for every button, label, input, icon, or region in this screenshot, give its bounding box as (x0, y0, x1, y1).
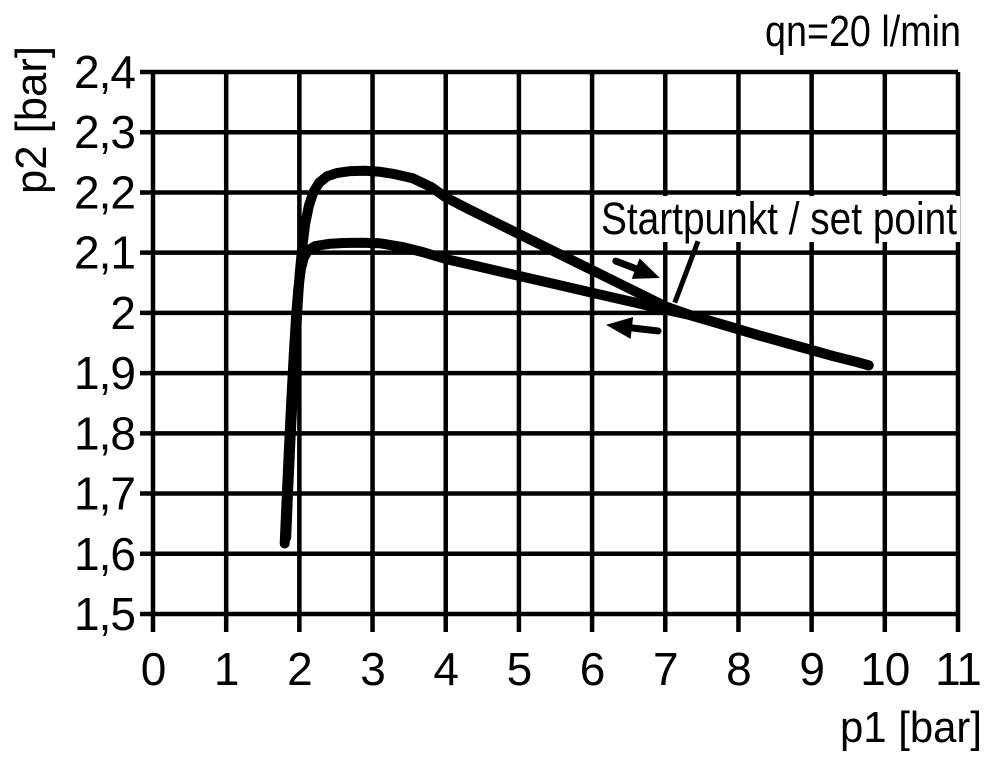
x-tick-label: 10 (860, 643, 909, 695)
return-direction-arrow-head (606, 317, 634, 339)
annotation-label: Startpunkt / set point (601, 193, 957, 244)
y-tick-label: 2,2 (74, 166, 135, 218)
x-tick-label: 1 (214, 643, 239, 695)
x-tick-label: 0 (141, 643, 166, 695)
y-tick-label: 1,6 (74, 528, 135, 580)
x-tick-label: 2 (287, 643, 312, 695)
y-axis-label: p2 [bar] (7, 46, 56, 194)
annotation-backdrop (596, 196, 960, 242)
y-tick-label: 2,3 (74, 106, 135, 158)
x-tick-label: 8 (726, 643, 751, 695)
y-tick-label: 2,1 (74, 227, 135, 279)
x-tick-label: 7 (653, 643, 678, 695)
grid-layer (140, 69, 961, 632)
x-tick-label: 6 (580, 643, 605, 695)
x-tick-label: 9 (799, 643, 824, 695)
curve-return-stroke (279, 237, 874, 549)
forward-direction-arrow-head (631, 258, 660, 279)
chart-title: qn=20 l/min (765, 7, 961, 56)
direction-arrows (606, 257, 662, 339)
axis-titles: qn=20 l/min p1 [bar] p2 [bar] (7, 7, 982, 752)
y-tick-label: 2,4 (74, 46, 135, 98)
annotation-layer: Startpunkt / set point (596, 193, 960, 339)
annotation-leader-line (672, 240, 701, 304)
x-tick-label: 11 (935, 643, 981, 695)
y-tick-label: 1,8 (74, 407, 135, 459)
y-tick-label: 2 (110, 287, 135, 339)
y-tick-label: 1,5 (74, 588, 135, 640)
tick-label-layer: 0 1 2 3 4 5 6 7 8 9 10 112,42,32,22,121,91,81,71,61… (74, 46, 982, 695)
x-tick-label: 5 (507, 643, 532, 695)
series-layer (279, 165, 874, 549)
y-tick-label: 1,9 (74, 347, 135, 399)
x-tick-label: 3 (360, 643, 385, 695)
x-tick-label: 4 (433, 643, 458, 695)
y-tick-label: 1,7 (74, 468, 135, 520)
x-axis-label: p1 [bar] (840, 703, 982, 752)
